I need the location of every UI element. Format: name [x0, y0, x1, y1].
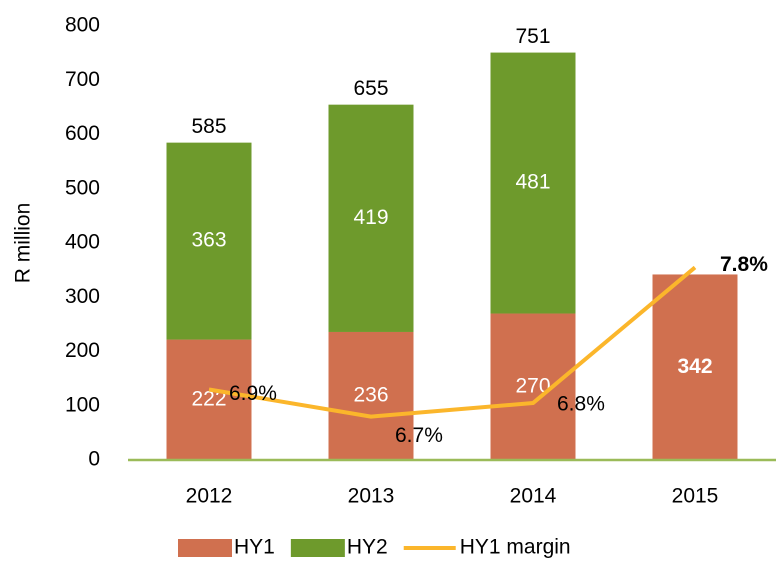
margin-line — [208, 265, 697, 419]
y-tick-label: 300 — [65, 285, 100, 308]
y-tick-label: 800 — [65, 14, 100, 37]
bar-segment — [328, 331, 414, 460]
legend-swatch — [178, 539, 232, 557]
x-tick-label: 2015 — [672, 485, 719, 508]
total-label: 585 — [191, 115, 226, 138]
x-tick-label: 2012 — [186, 485, 233, 508]
margin-label: 7.8% — [720, 253, 768, 276]
bar-value-label: 363 — [191, 229, 226, 252]
total-label: 751 — [515, 25, 550, 48]
bar-value-label: 342 — [677, 355, 712, 378]
legend-label: HY1 — [234, 536, 275, 559]
legend-label: HY1 margin — [460, 536, 571, 559]
legend-swatch — [290, 539, 345, 557]
margin-label: 6.8% — [557, 393, 605, 416]
y-tick-label: 700 — [65, 68, 100, 91]
bar-segment — [328, 104, 414, 332]
y-tick-label: 400 — [65, 231, 100, 254]
margin-label: 6.9% — [229, 382, 277, 405]
bar-segment — [166, 142, 252, 340]
bar-segment — [652, 274, 738, 460]
bar-value-label: 481 — [515, 171, 550, 194]
y-axis-label: R million — [12, 203, 35, 284]
bar-segment — [490, 52, 576, 314]
bar-value-label: 419 — [353, 206, 388, 229]
legend-label: HY2 — [347, 536, 388, 559]
x-tick-label: 2014 — [510, 485, 557, 508]
total-label: 655 — [353, 77, 388, 100]
y-tick-label: 600 — [65, 122, 100, 145]
y-tick-label: 500 — [65, 176, 100, 199]
y-tick-label: 200 — [65, 339, 100, 362]
bar-value-label: 236 — [353, 384, 388, 407]
margin-label: 6.7% — [395, 424, 443, 447]
bar-value-label: 270 — [515, 374, 550, 397]
y-tick-label: 100 — [65, 393, 100, 416]
bar-segment — [166, 339, 252, 460]
x-tick-label: 2013 — [348, 485, 395, 508]
bar-segment — [490, 313, 576, 460]
y-tick-label: 0 — [88, 448, 100, 471]
bar-value-label: 222 — [191, 387, 226, 410]
